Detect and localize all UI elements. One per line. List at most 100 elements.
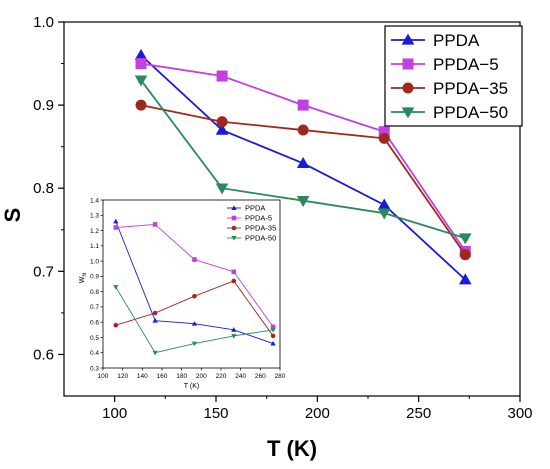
inset-data-point-ppda-50 — [152, 350, 158, 356]
inset-data-point-ppda — [152, 318, 158, 323]
inset-data-point-ppda-50 — [231, 333, 237, 339]
inset-x-tick-label: 120 — [117, 373, 128, 380]
inset-data-point-ppda-5 — [270, 324, 276, 330]
data-point-ppda-35 — [216, 116, 228, 128]
data-point-ppda-35 — [135, 99, 147, 111]
inset-y-axis-title-main: W — [79, 276, 86, 283]
inset-x-tick-label: 260 — [255, 373, 266, 380]
inset-data-point-ppda — [113, 218, 119, 224]
inset-y-tick-label: 0.6 — [90, 319, 99, 326]
inset-x-tick-label: 140 — [137, 373, 148, 380]
inset-y-tick-label: 0.5 — [90, 335, 99, 342]
data-point-ppda-50 — [215, 183, 229, 195]
y-tick-label: 1.0 — [33, 14, 54, 31]
x-axis-title: T (K) — [267, 436, 317, 461]
main-plot: 100 150 200 250 300 0.6 0.7 0.8 0.9 1.0 T (K) S — [0, 14, 533, 461]
inset-data-point-ppda-35 — [152, 310, 158, 316]
inset-x-tick-label: 200 — [196, 373, 207, 380]
inset-x-axis-title: T (K) — [184, 383, 199, 390]
data-point-ppda — [377, 198, 391, 210]
inset-x-tick-label: 220 — [216, 373, 227, 380]
data-point-ppda-50 — [458, 233, 472, 245]
inset-data-point-ppda-35 — [270, 333, 276, 339]
inset-y-tick-label: 1.2 — [90, 228, 99, 235]
inset-legend-marker-ppda-5 — [231, 215, 237, 221]
inset-data-point-ppda-5 — [152, 222, 158, 227]
inset-x-tick-label: 240 — [235, 373, 246, 380]
inset-y-axis-title: Wfit — [79, 272, 88, 283]
legend-marker-ppda-50 — [401, 107, 415, 119]
data-point-ppda-35 — [297, 124, 309, 136]
legend-label-ppda-50: PPDA−50 — [433, 103, 508, 122]
inset-y-tick-label: 0.9 — [90, 274, 99, 281]
inset-data-point-ppda — [191, 321, 198, 326]
inset-legend-marker-ppda — [231, 205, 237, 210]
inset-data-point-ppda-5 — [192, 257, 197, 262]
inset-legend-label-ppda-5: PPDA-5 — [245, 214, 272, 223]
inset-data-point-ppda-5 — [113, 225, 119, 230]
data-point-ppda-5 — [216, 70, 228, 82]
data-point-ppda-50 — [134, 75, 148, 87]
inset-data-point-ppda-35 — [192, 293, 197, 299]
data-point-ppda — [215, 123, 229, 135]
inset-legend-marker-ppda-35 — [231, 225, 237, 231]
y-axis-title: S — [0, 208, 25, 223]
inset-data-point-ppda-35 — [231, 278, 237, 284]
data-point-ppda — [458, 273, 472, 285]
data-point-ppda-5 — [378, 126, 390, 138]
legend-marker-ppda — [401, 33, 415, 45]
inset-y-tick-label: 0.4 — [90, 350, 99, 357]
legend-label-ppda-5: PPDA−5 — [433, 55, 499, 74]
inset-data-point-ppda-50 — [113, 285, 119, 290]
inset-data-point-ppda-50 — [270, 327, 276, 333]
data-point-ppda-5 — [135, 58, 147, 70]
inset-y-tick-label: 1.0 — [90, 258, 99, 265]
y-tick-label: 0.7 — [33, 263, 54, 280]
inset-data-point-ppda-35 — [113, 322, 119, 328]
legend-label-ppda: PPDA — [433, 31, 480, 50]
data-point-ppda-50 — [296, 196, 310, 208]
inset-data-point-ppda — [270, 340, 276, 346]
inset-legend-label-ppda-35: PPDA-35 — [245, 224, 276, 233]
inset-y-axis-title-sub: fit — [82, 272, 88, 277]
data-point-ppda-35 — [378, 132, 390, 144]
inset-data-point-ppda-5 — [231, 269, 237, 275]
data-point-ppda-35 — [459, 249, 471, 261]
main-legend: PPDA PPDA−5 PPDA−35 PPDA−50 — [384, 25, 523, 127]
inset-x-tick-label: 280 — [275, 373, 286, 380]
inset-y-tick-label: 1.1 — [90, 243, 99, 250]
inset-y-tick-label: 0.3 — [90, 365, 99, 372]
inset-y-tick-label: 0.7 — [90, 304, 99, 311]
inset-data-point-ppda — [231, 327, 237, 332]
inset-x-tick-label: 100 — [98, 373, 109, 380]
inset-x-tick-label: 180 — [176, 373, 187, 380]
inset-y-tick-label: 0.8 — [90, 289, 99, 296]
legend-marker-ppda-35 — [402, 82, 414, 94]
main-plot-frame — [63, 21, 521, 397]
legend-label-ppda-35: PPDA−35 — [433, 79, 508, 98]
data-point-ppda-50 — [377, 208, 391, 220]
y-tick-label: 0.9 — [33, 97, 54, 114]
data-point-ppda — [134, 48, 148, 60]
x-tick-label: 300 — [507, 405, 532, 422]
inset-legend-label-ppda-50: PPDA-50 — [245, 234, 276, 243]
inset-data-point-ppda-50 — [191, 341, 198, 347]
x-tick-label: 200 — [305, 405, 330, 422]
inset-y-tick-label: 1.4 — [90, 197, 99, 204]
inset-legend-marker-ppda-50 — [231, 236, 237, 241]
inset-plot-frame — [102, 199, 281, 369]
inset-x-tick-label: 160 — [157, 373, 168, 380]
x-tick-label: 100 — [102, 405, 127, 422]
data-point-ppda-5 — [297, 99, 309, 111]
y-tick-label: 0.6 — [33, 346, 54, 363]
inset-y-tick-label: 1.3 — [90, 213, 99, 220]
x-tick-label: 250 — [406, 405, 431, 422]
inset-legend-label-ppda: PPDA — [245, 204, 265, 213]
inset-plot: 100 120 140 160 180 200 220 240 260 280 0.3 0.4 0.5 0… — [79, 197, 286, 390]
y-tick-label: 0.8 — [33, 180, 54, 197]
data-point-ppda — [296, 156, 310, 168]
x-tick-label: 150 — [203, 405, 228, 422]
legend-marker-ppda-5 — [402, 58, 414, 70]
